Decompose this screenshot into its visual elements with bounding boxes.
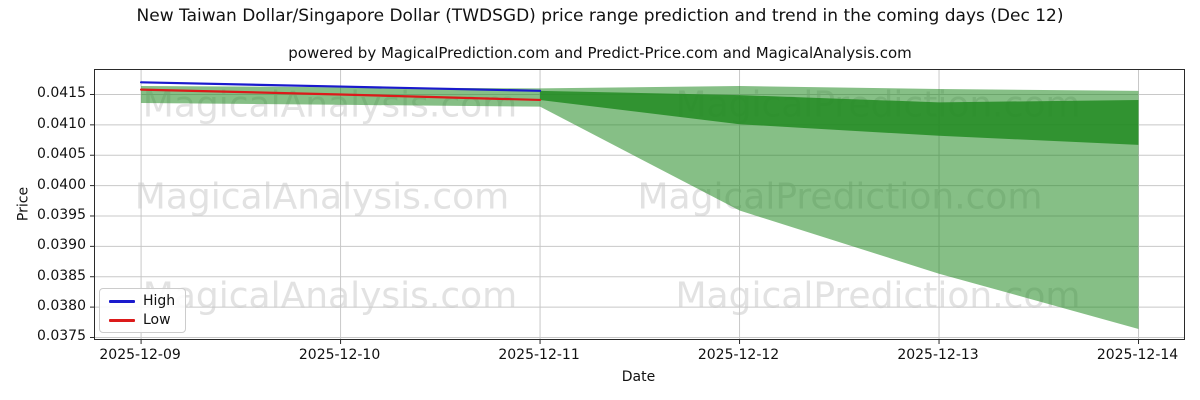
x-tick-label: 2025-12-13 — [897, 347, 979, 363]
chart-svg — [90, 70, 1184, 344]
plot-area — [90, 69, 1185, 344]
high-line — [139, 81, 542, 92]
y-axis-title: Price — [15, 186, 32, 222]
band-forecast-inner-range — [540, 90, 1139, 145]
y-tick-label: 0.0395 — [37, 206, 86, 223]
chart-title: New Taiwan Dollar/Singapore Dollar (TWDS… — [136, 6, 1064, 26]
y-tick-label: 0.0385 — [37, 267, 86, 284]
y-tick-label: 0.0380 — [37, 298, 86, 315]
y-tick-label: 0.0410 — [37, 115, 86, 132]
watermark-text: MagicalAnalysis.com — [134, 176, 510, 218]
legend-item-high: High — [109, 294, 175, 308]
chart-subtitle: powered by MagicalPrediction.com and Pre… — [288, 44, 912, 62]
low-line-swatch — [109, 318, 135, 322]
x-tick-label: 2025-12-11 — [498, 347, 580, 363]
y-tick-label: 0.0415 — [37, 85, 86, 102]
x-tick-label: 2025-12-12 — [697, 347, 780, 363]
legend: High Low — [99, 288, 187, 333]
y-tick-label: 0.0390 — [37, 237, 86, 254]
y-tick-label: 0.0400 — [37, 176, 86, 193]
x-tick-label: 2025-12-14 — [1096, 347, 1179, 363]
y-tick-label: 0.0375 — [37, 328, 86, 345]
watermark-text: MagicalAnalysis.com — [142, 275, 518, 317]
x-tick-label: 2025-12-09 — [99, 347, 181, 363]
legend-item-low: Low — [109, 313, 175, 327]
legend-label-low: Low — [143, 312, 171, 328]
y-tick-label: 0.0405 — [37, 146, 86, 163]
x-axis-title: Date — [621, 369, 656, 385]
legend-label-high: High — [143, 293, 176, 309]
x-tick-label: 2025-12-10 — [298, 347, 381, 363]
band-forecast-outer-range — [540, 85, 1139, 329]
low-line — [139, 88, 542, 102]
high-line-swatch — [109, 299, 135, 303]
